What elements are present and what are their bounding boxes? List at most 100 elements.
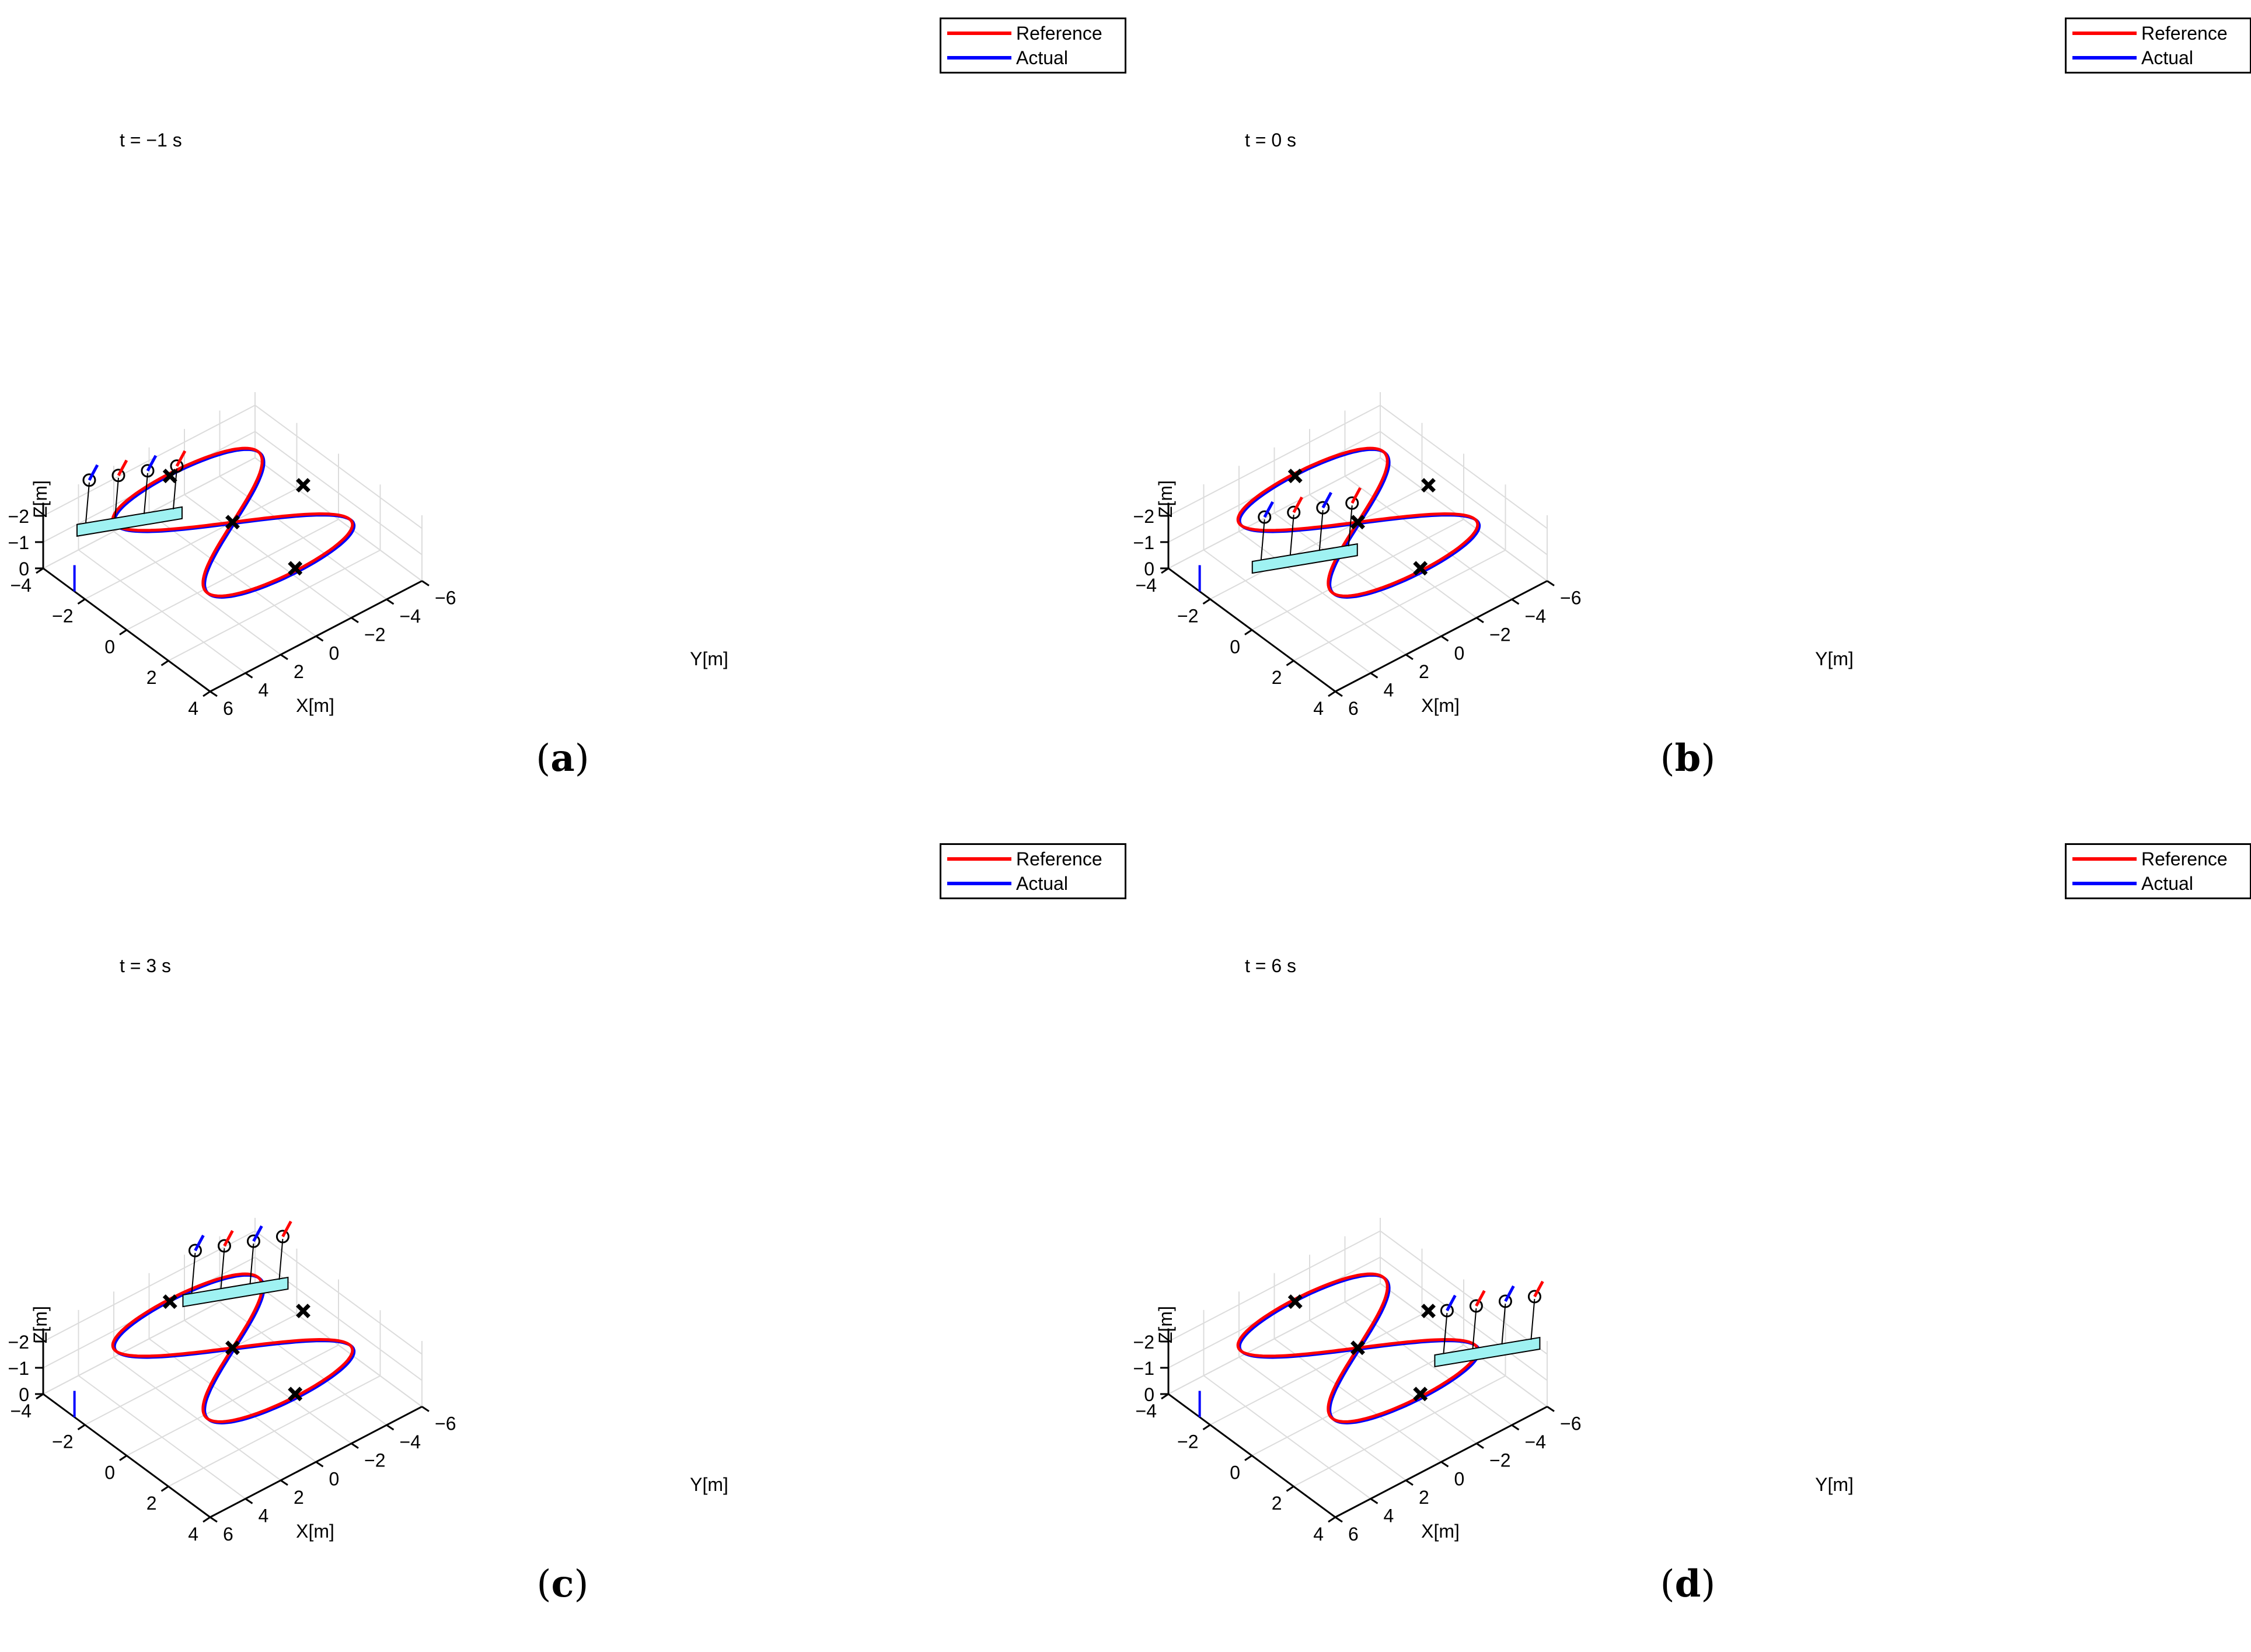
waypoint-marker [288, 1386, 303, 1402]
y-tick-label: 6 [1348, 1524, 1359, 1545]
plot-area [1198, 1272, 1544, 1425]
y-tick-mark [1476, 617, 1484, 623]
waypoint-marker [225, 1340, 240, 1356]
y-tick-mark [1547, 580, 1555, 586]
subplot-axes: −4 −2 0 2 4 −6 −4 −2 0 2 4 6 −2 −1 0 X[m] Y[m] Z[m] [8, 392, 728, 719]
thrust-arrow [1292, 496, 1303, 514]
payload-bar [1434, 1336, 1541, 1368]
x-tick-label: −4 [1136, 1400, 1157, 1422]
thrust-arrow [223, 1230, 234, 1247]
y-tick-mark [1335, 1516, 1343, 1523]
legend-entry-actual: Actual [947, 46, 1068, 69]
y-tick-label: 4 [1384, 679, 1394, 700]
legend-swatch-actual [947, 882, 1011, 885]
y-tick-mark [386, 1424, 395, 1431]
cable-line [1501, 1303, 1506, 1345]
cable-line [1318, 510, 1324, 551]
x-tick-mark [1328, 690, 1336, 697]
cable-line [1260, 519, 1265, 561]
caption-letter: d [1674, 1562, 1701, 1606]
grid-line [1238, 1356, 1407, 1481]
payload-bar [1251, 543, 1358, 574]
legend-label-reference: Reference [1016, 22, 1102, 44]
y-tick-mark [1440, 635, 1449, 642]
x-tick-mark [160, 659, 169, 666]
caption-letter: c [551, 1562, 574, 1606]
time-label: t = 6 s [1245, 955, 1297, 976]
drone-icon [170, 459, 184, 473]
plot-area [73, 446, 356, 599]
y-axis-label: Y[m] [1815, 1474, 1854, 1495]
y-tick-label: 2 [1419, 661, 1429, 682]
cable-line [85, 482, 90, 523]
legend-swatch-actual [2072, 882, 2137, 885]
legend-entry-actual: Actual [947, 872, 1068, 895]
legend-entry-reference: Reference [2072, 847, 2228, 871]
waypoint-marker [296, 478, 310, 493]
waypoint-marker [1421, 1304, 1436, 1319]
drone-icon [82, 473, 96, 487]
y-tick-label: −2 [1489, 624, 1510, 645]
time-label: t = 3 s [120, 955, 172, 976]
x-tick-label: 0 [1230, 1462, 1240, 1483]
time-label: t = −1 s [120, 130, 182, 151]
legend-label-actual: Actual [1016, 47, 1068, 68]
cable-line [191, 1252, 196, 1294]
y-axis-label: Y[m] [690, 648, 728, 669]
grid-line [1309, 494, 1477, 619]
x-axis-label: X[m] [1421, 695, 1460, 716]
grid-line [1380, 404, 1548, 529]
grid-line [148, 512, 317, 637]
grid [43, 392, 423, 692]
thrust-arrow [1446, 1294, 1457, 1312]
thrust-arrow [175, 450, 187, 467]
thrust-arrow [1263, 501, 1274, 518]
z-tick-label: 0 [1144, 558, 1154, 579]
z-tick-label: 0 [1144, 1384, 1154, 1405]
thrust-arrow [1533, 1280, 1544, 1298]
y-tick-label: 0 [329, 1468, 340, 1489]
plot-area [73, 1220, 356, 1425]
cable-line [143, 473, 148, 514]
x-axis-label: X[m] [296, 1521, 334, 1542]
z-tick-label: −1 [8, 1358, 29, 1379]
legend-entry-reference: Reference [2072, 22, 2228, 45]
waypoint-marker [1350, 515, 1365, 530]
legend-label-reference: Reference [1016, 848, 1102, 869]
legend-swatch-actual [947, 56, 1011, 60]
waypoint-marker [1287, 469, 1303, 484]
y-tick-label: −6 [1560, 1413, 1581, 1434]
drone-icon [188, 1244, 202, 1258]
subplot-caption: (d) [1660, 1562, 1716, 1606]
y-tick-label: 6 [223, 698, 233, 719]
waypoint-marker [1413, 1386, 1428, 1402]
y-tick-mark [351, 617, 359, 623]
z-axis-label: Z[m] [30, 1306, 51, 1343]
grid-line [1380, 431, 1548, 556]
z-tick-label: 0 [19, 1384, 29, 1405]
x-tick-label: −2 [1177, 606, 1198, 627]
x-tick-mark [119, 1455, 127, 1461]
x-tick-label: 4 [188, 1524, 198, 1545]
x-tick-mark [77, 1424, 86, 1430]
x-tick-label: 2 [146, 1493, 157, 1514]
drone-icon [1498, 1294, 1512, 1308]
drone-icon [275, 1230, 289, 1244]
subplot-caption: (a) [536, 736, 589, 780]
y-tick-label: 6 [223, 1524, 233, 1545]
subplot-axes: −4 −2 0 2 4 −6 −4 −2 0 2 4 6 −2 −1 0 X[m] Y[m] Z[m] [1133, 1217, 1854, 1545]
drone-icon [111, 469, 125, 483]
cable-line [1289, 515, 1294, 556]
y-tick-label: −2 [364, 1450, 385, 1471]
x-tick-mark [1286, 1485, 1294, 1492]
thrust-arrow [1321, 491, 1332, 509]
x-tick-mark [1244, 1455, 1252, 1461]
cable-line [278, 1238, 284, 1280]
x-tick-label: −4 [11, 1400, 32, 1422]
y-axis-label: Y[m] [1815, 648, 1854, 669]
thrust-arrow [117, 459, 128, 476]
cable-line [172, 468, 177, 509]
legend-label-actual: Actual [2141, 872, 2193, 894]
y-tick-label: −4 [1525, 1431, 1546, 1452]
legend: Reference Actual [2065, 843, 2251, 899]
